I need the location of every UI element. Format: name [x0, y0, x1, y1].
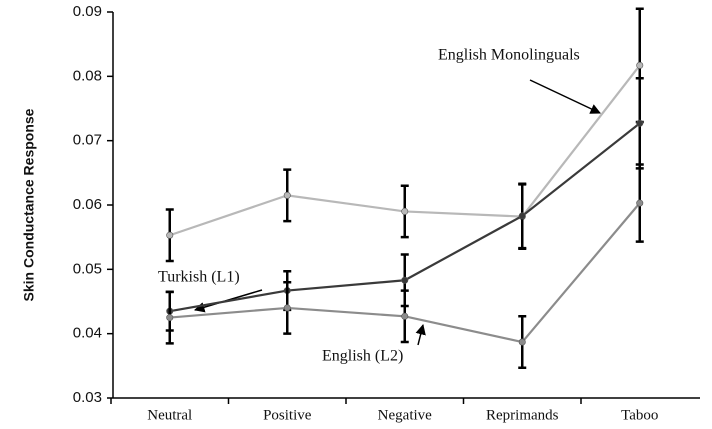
point	[518, 338, 526, 346]
point	[166, 314, 174, 322]
series-label: Turkish (L1)	[158, 269, 240, 286]
y-tick-label: 0.07	[73, 132, 102, 149]
annotation-arrow	[415, 323, 426, 346]
y-tick-label: 0.08	[73, 67, 102, 84]
point	[283, 191, 291, 199]
annotation-arrow	[529, 79, 601, 114]
x-tick-label: Taboo	[621, 407, 658, 423]
point	[401, 312, 409, 320]
series-label: English Monolinguals	[438, 47, 580, 64]
y-tick-label: 0.04	[73, 325, 102, 342]
x-tick-label: Negative	[378, 407, 432, 423]
point	[636, 61, 644, 69]
point	[166, 231, 174, 239]
y-tick-label: 0.03	[73, 389, 102, 406]
y-axis-title: Skin Conductance Response	[21, 108, 37, 301]
point	[636, 119, 644, 127]
series-label: English (L2)	[322, 348, 403, 365]
point	[518, 212, 526, 220]
x-tick-label: Positive	[263, 407, 312, 423]
point	[636, 199, 644, 207]
x-tick-label: Neutral	[147, 407, 192, 423]
y-tick-label: 0.09	[73, 3, 102, 20]
y-tick-label: 0.05	[73, 260, 102, 277]
point	[401, 276, 409, 284]
point	[283, 304, 291, 312]
x-tick-label: Reprimands	[486, 407, 559, 423]
point	[401, 207, 409, 215]
y-tick-label: 0.06	[73, 196, 102, 213]
